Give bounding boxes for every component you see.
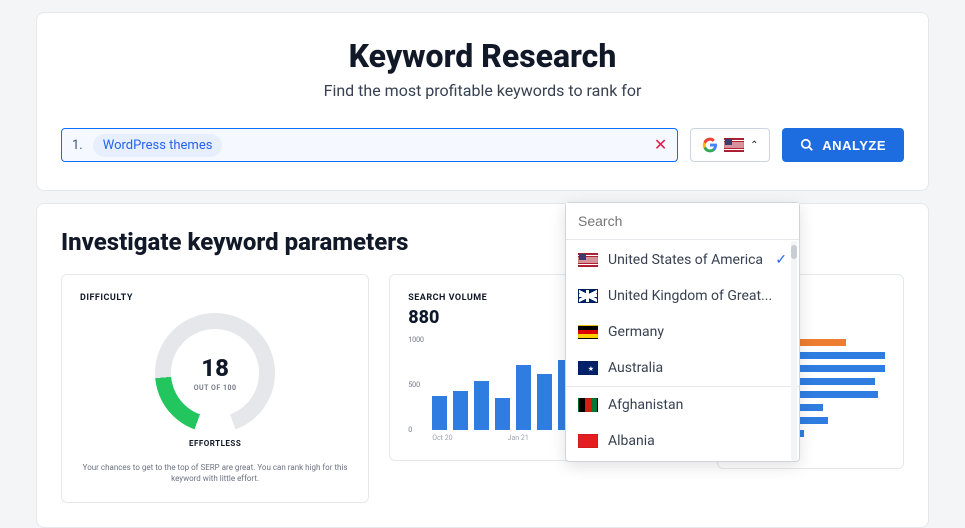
country-option-al[interactable]: Albania (566, 423, 799, 459)
country-option-uk[interactable]: United Kingdom of Great... (566, 278, 799, 314)
volume-bar (432, 396, 447, 430)
page-title: Keyword Research (61, 37, 904, 75)
volume-bar (537, 374, 552, 430)
country-option-us[interactable]: United States of America ✓ (566, 242, 799, 278)
volume-bar (495, 398, 510, 430)
flag-icon (578, 289, 598, 303)
xtick: Oct 20 (432, 434, 452, 442)
country-dropdown: United States of America ✓ United Kingdom … (565, 202, 800, 462)
keyword-input[interactable]: 1. WordPress themes ✕ (61, 128, 678, 162)
flag-icon (578, 434, 598, 448)
search-row: 1. WordPress themes ✕ ⌃ ANALYZE (61, 128, 904, 162)
volume-bar (474, 381, 489, 430)
flag-icon (724, 138, 744, 152)
country-option-af[interactable]: Afghanistan (566, 386, 799, 423)
difficulty-note: Your chances to get to the top of SERP a… (80, 462, 350, 484)
country-option-au[interactable]: Australia (566, 350, 799, 386)
analyze-label: ANALYZE (822, 138, 886, 153)
keyword-chip[interactable]: WordPress themes (93, 134, 223, 157)
country-label: United Kingdom of Great... (608, 288, 772, 304)
country-label: Afghanistan (608, 397, 683, 413)
volume-bar (453, 391, 468, 430)
country-option-de[interactable]: Germany (566, 314, 799, 350)
locale-dropdown-button[interactable]: ⌃ (690, 128, 770, 162)
difficulty-effort: EFFORTLESS (189, 439, 241, 448)
hero-card: Keyword Research Find the most profitabl… (36, 12, 929, 191)
keyword-index: 1. (72, 138, 83, 153)
ytick: 0 (408, 426, 412, 434)
ytick: 500 (408, 381, 420, 389)
country-list[interactable]: United States of America ✓ United Kingdom … (566, 240, 799, 461)
country-label: United States of America (608, 252, 763, 268)
chevron-up-icon: ⌃ (750, 140, 758, 151)
country-label: Germany (608, 324, 664, 340)
flag-icon (578, 398, 598, 412)
search-icon (800, 138, 814, 152)
country-label: Albania (608, 433, 655, 449)
flag-icon (578, 361, 598, 375)
difficulty-score: 18 (194, 354, 237, 382)
page-subtitle: Find the most profitable keywords to ran… (61, 81, 904, 100)
xtick: Jan 21 (508, 434, 529, 442)
analyze-button[interactable]: ANALYZE (782, 128, 904, 162)
ytick: 1000 (408, 336, 424, 344)
google-icon (702, 137, 718, 153)
flag-icon (578, 253, 598, 267)
country-search-input[interactable] (566, 203, 799, 240)
flag-icon (578, 325, 598, 339)
country-label: Australia (608, 360, 663, 376)
volume-bar (516, 365, 531, 430)
clear-icon[interactable]: ✕ (654, 137, 667, 153)
check-icon: ✓ (775, 252, 787, 268)
difficulty-outof: OUT OF 100 (194, 384, 237, 392)
difficulty-label: DIFFICULTY (80, 293, 350, 303)
difficulty-card: DIFFICULTY 18 OUT OF 100 EFFORTLESS Your… (61, 274, 369, 503)
difficulty-gauge: 18 OUT OF 100 (155, 313, 275, 433)
dropdown-scrollbar[interactable] (789, 241, 799, 461)
